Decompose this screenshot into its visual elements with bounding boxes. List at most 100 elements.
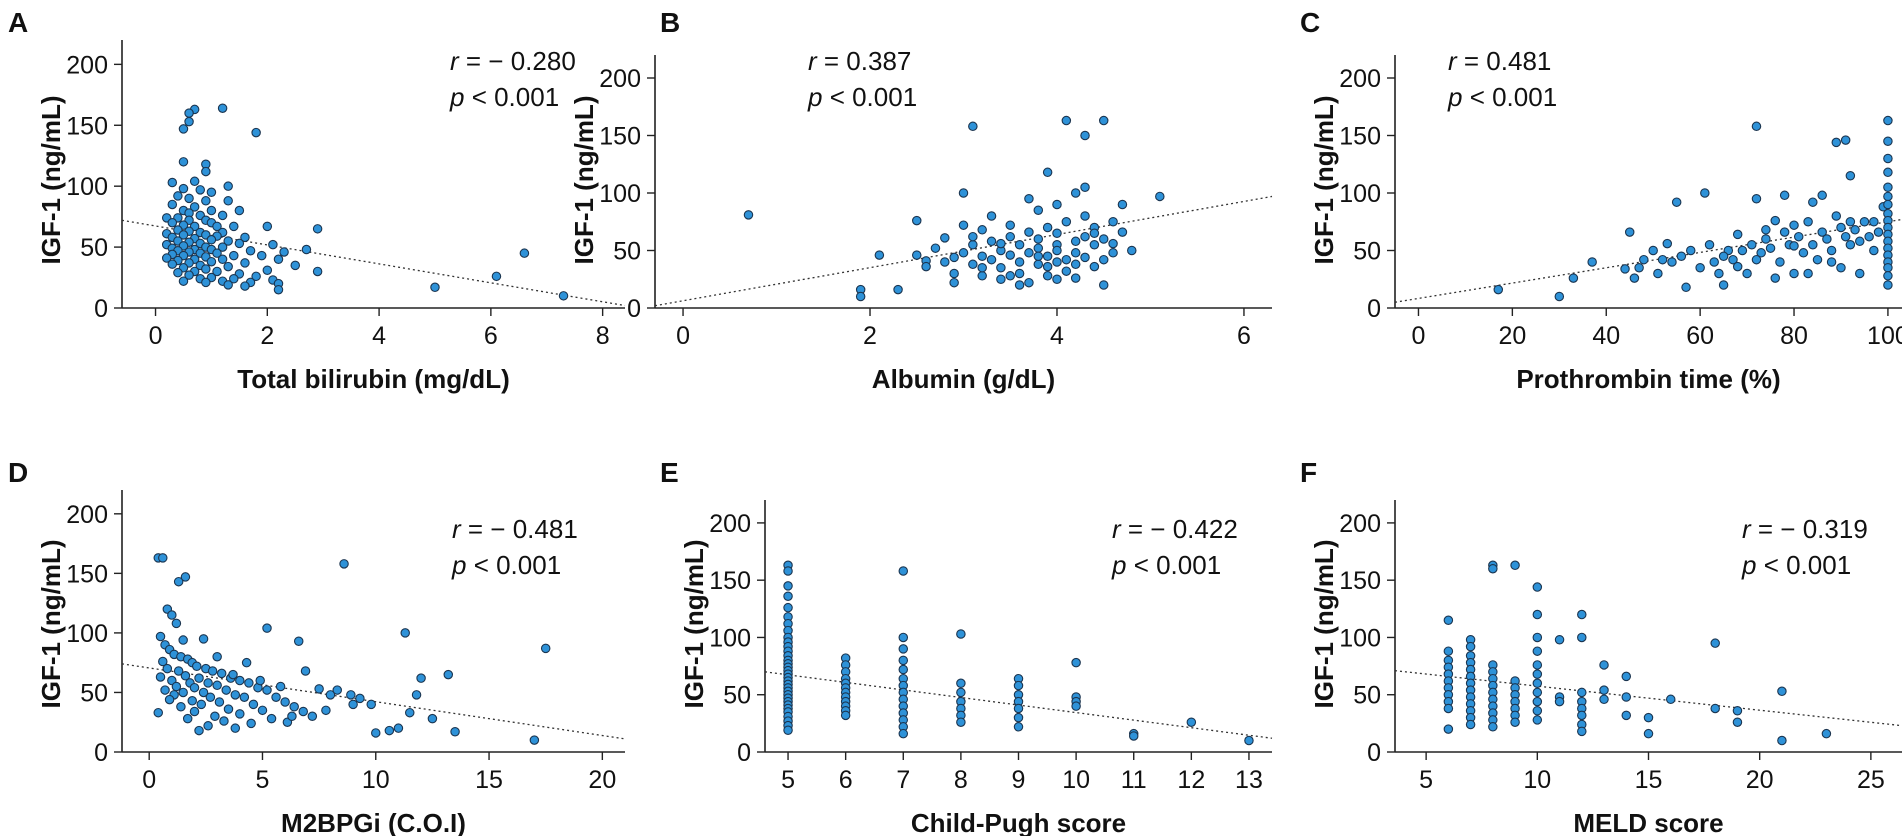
data-point [1005,231,1015,242]
r-statistic: r = − 0.319 [1742,514,1868,544]
data-point [189,706,200,717]
data-point [1568,273,1579,283]
data-point [949,252,959,263]
r-statistic: r = − 0.481 [452,514,578,544]
x-tick-label: 100 [1867,322,1902,350]
data-point [400,628,410,638]
data-point [275,681,286,692]
data-point [192,661,202,672]
y-tick-label: 0 [737,739,751,767]
data-point [1629,273,1640,283]
data-point [1089,228,1100,239]
data-point [1789,268,1799,279]
data-point [783,566,793,576]
data-point [1803,217,1813,227]
data-point [195,185,205,195]
y-tick-label: 150 [66,112,108,140]
data-point [1883,182,1893,193]
data-point [1244,735,1254,746]
data-point [301,244,312,255]
data-point [1821,728,1832,739]
data-point [167,199,178,210]
data-point [355,693,365,704]
data-point [1883,136,1893,147]
data-point [430,282,440,293]
y-axis-title: IGF-1 (ng/mL) [1309,540,1339,709]
data-point [1024,277,1034,288]
data-point [986,236,997,247]
x-tick-label: 4 [1050,322,1064,350]
x-tick-label: 13 [1235,766,1263,794]
x-tick-label: 10 [362,766,390,794]
x-tick-label: 0 [1412,322,1426,350]
p-value: < 0.001 [1462,82,1557,112]
data-point [153,707,164,718]
p-symbol: p [1741,550,1756,580]
data-point [206,256,217,267]
data-point [300,666,311,676]
data-point [1042,271,1053,281]
data-point [1751,121,1762,132]
data-point [189,682,200,693]
data-point [1648,245,1658,256]
data-point [1779,190,1790,201]
data-point [783,725,793,735]
y-tick-label: 50 [1353,238,1381,266]
data-point [1667,257,1677,267]
data-point [1013,712,1024,723]
data-point [1070,273,1081,283]
data-point [956,678,966,689]
y-tick-label: 0 [1367,295,1381,323]
data-point [540,643,551,654]
data-point [1089,261,1100,272]
x-axis-title: MELD score [1573,808,1723,836]
data-point [1024,227,1034,237]
data-point [1599,694,1609,705]
data-point [1621,710,1632,721]
y-tick-label: 50 [1353,682,1381,710]
data-point [1883,271,1893,281]
data-point [229,250,239,261]
p-value: < 0.001 [464,82,559,112]
data-point [178,687,188,698]
y-tick-label: 150 [1339,123,1381,151]
data-point [256,250,267,261]
data-point [167,217,178,228]
data-point [219,716,229,726]
x-tick-label: 4 [372,322,386,350]
data-point [280,697,290,707]
data-point [1488,722,1498,732]
data-point [1789,241,1799,251]
data-point [189,176,200,187]
data-point [1013,722,1024,732]
data-point [1070,236,1081,247]
p-symbol: p [807,82,822,112]
data-point [235,709,245,719]
panel-e: E 0 50 100 150 200 5 6 7 8 9 10 11 12 13 Child-Pugh sco… [660,457,1273,836]
x-tick-label: 6 [839,766,853,794]
data-point [221,685,231,695]
data-point [968,259,978,270]
data-point [164,694,175,705]
data-point [1803,268,1813,279]
data-point [167,177,178,188]
r-value: = − 0.481 [461,514,578,544]
data-point [1883,199,1893,210]
data-point [155,631,166,642]
data-point [1061,266,1072,276]
x-tick-label: 7 [896,766,910,794]
p-statistic: p < 0.001 [449,82,559,112]
data-point [1831,211,1842,221]
data-point [1070,248,1081,258]
data-point [1836,222,1846,233]
data-point [1042,251,1053,262]
data-point [1080,130,1090,141]
data-point [229,221,239,232]
data-point [251,271,261,282]
data-point [1751,194,1762,204]
data-point [212,221,222,232]
data-point [212,651,222,662]
data-point [217,103,228,113]
data-point [173,666,184,676]
data-point [958,248,969,258]
